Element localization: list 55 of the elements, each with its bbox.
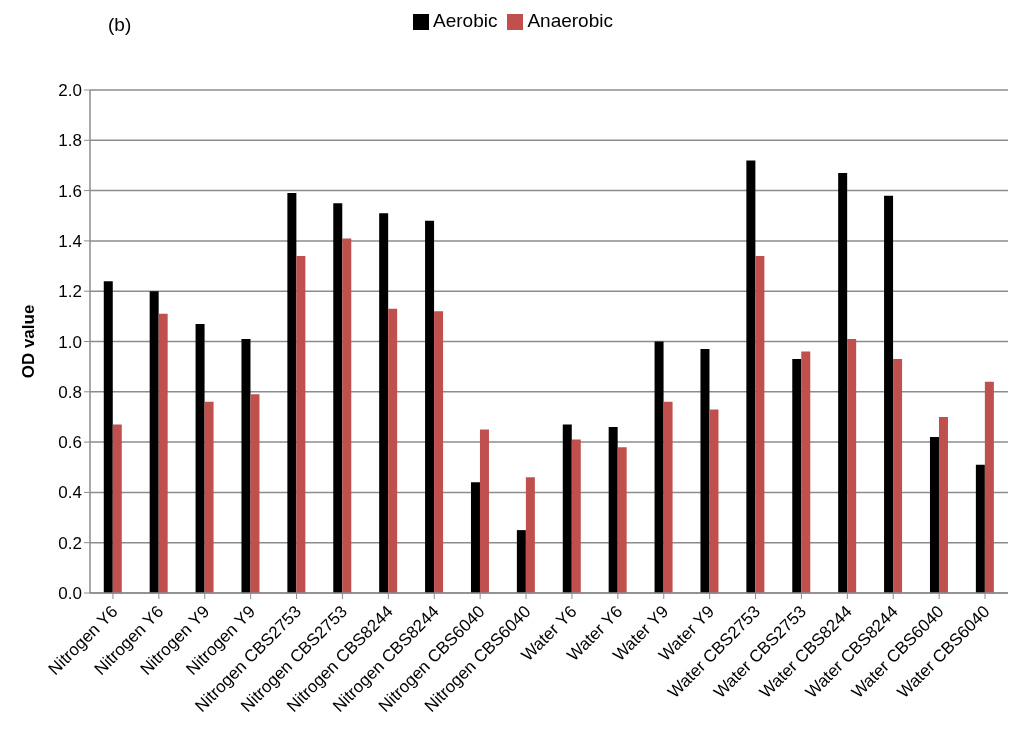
legend-label: Aerobic — [433, 10, 498, 31]
bar — [204, 401, 214, 593]
y-tick-label: 1.4 — [58, 231, 82, 251]
bar — [434, 311, 444, 593]
bar — [103, 281, 113, 593]
y-tick-label: 1.6 — [58, 181, 82, 201]
bar — [342, 238, 352, 593]
bar — [158, 313, 168, 593]
bar — [388, 308, 398, 593]
bar — [149, 291, 159, 593]
bar — [516, 530, 526, 593]
bar — [379, 213, 389, 593]
y-tick-label: 0.8 — [58, 382, 82, 402]
bar — [112, 424, 122, 593]
bar — [746, 160, 756, 593]
bar — [893, 359, 903, 593]
bar — [929, 437, 939, 593]
bar — [296, 255, 306, 593]
bar — [608, 427, 618, 593]
bar — [287, 193, 297, 593]
bar — [938, 416, 948, 593]
bar — [479, 429, 489, 593]
y-tick-label: 0.0 — [58, 584, 82, 604]
bar — [792, 359, 802, 593]
bar — [241, 338, 251, 593]
bar — [470, 482, 480, 593]
text: (b) — [108, 14, 132, 36]
bar — [562, 424, 572, 593]
y-tick-label: 1.0 — [58, 332, 82, 352]
bar — [571, 439, 581, 593]
bar — [709, 409, 719, 593]
y-tick-label: 1.2 — [58, 282, 82, 302]
bar — [984, 381, 994, 593]
bar — [755, 255, 765, 593]
y-tick-label: 0.2 — [58, 533, 82, 553]
y-axis-title: OD value — [19, 304, 39, 379]
bar — [250, 394, 260, 593]
bar — [425, 220, 435, 593]
bar — [333, 203, 343, 593]
bar — [195, 323, 205, 593]
bar — [975, 464, 985, 593]
legend-label: Anaerobic — [527, 10, 613, 31]
bar — [700, 349, 710, 593]
bar — [617, 447, 627, 593]
y-tick-label: 1.8 — [58, 131, 82, 151]
bar — [525, 477, 535, 593]
bar — [663, 401, 673, 593]
y-tick-label: 0.4 — [58, 483, 82, 503]
y-tick-label: 0.6 — [58, 433, 82, 453]
bar — [884, 195, 894, 593]
bar — [801, 351, 811, 593]
y-tick-label: 2.0 — [58, 81, 82, 101]
bar — [654, 341, 664, 593]
bar — [838, 173, 848, 593]
bar — [847, 338, 857, 593]
